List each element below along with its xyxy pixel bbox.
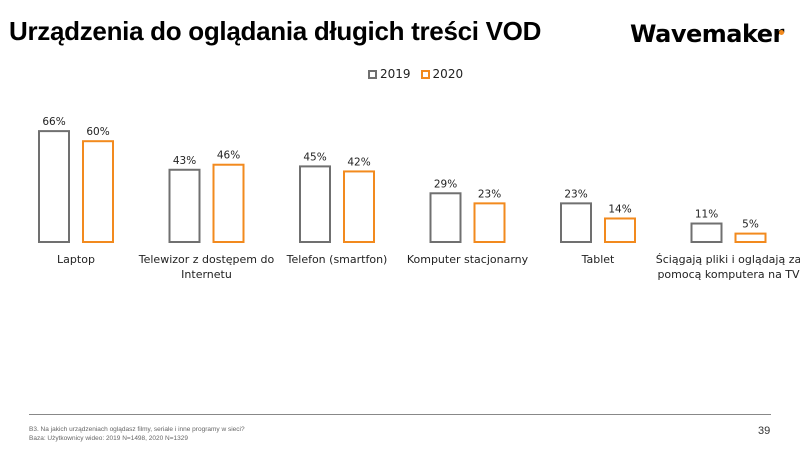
legend-item-2019: 2019 <box>368 67 411 81</box>
legend-label-2020: 2020 <box>432 67 464 81</box>
footnote-base: Baza: Użytkownicy wideo: 2019 N=1498, 20… <box>29 435 188 442</box>
data-label-2019-5: 11% <box>695 209 718 221</box>
wavemaker-logo: Wavemaker <box>630 20 784 48</box>
data-label-2019-0: 66% <box>42 116 65 128</box>
data-label-2020-0: 60% <box>86 126 109 138</box>
data-label-2020-1: 46% <box>217 150 240 162</box>
legend-item-2020: 2020 <box>420 67 464 81</box>
category-label-5: Ściągają pliki i oglądają za <box>656 253 800 266</box>
bar-2020-4 <box>604 217 636 243</box>
chart-legend: 2019 2020 <box>368 67 469 81</box>
bar-2020-1 <box>212 163 245 243</box>
bar-2019-4 <box>560 202 592 243</box>
bar-2019-0 <box>38 130 70 243</box>
bar-2020-2 <box>343 170 375 243</box>
footer-divider <box>29 414 771 415</box>
category-label-5: pomocą komputera na TV <box>657 268 800 281</box>
page-number: 39 <box>758 425 771 437</box>
legend-swatch-2019-icon <box>368 69 377 79</box>
data-label-2020-2: 42% <box>347 156 370 168</box>
data-label-2019-4: 23% <box>564 188 587 200</box>
legend-label-2019: 2019 <box>380 67 411 81</box>
data-label-2019-3: 29% <box>434 178 457 190</box>
footnote: B3. Na jakich urządzeniach oglądasz film… <box>29 425 245 443</box>
bar-2020-3 <box>473 202 506 243</box>
legend-swatch-2020-icon <box>420 69 430 79</box>
bar-2019-2 <box>299 165 331 243</box>
data-label-2020-3: 23% <box>478 188 501 200</box>
category-label-0: Laptop <box>57 253 95 266</box>
bar-2019-5 <box>690 222 723 244</box>
category-label-3: Komputer stacjonarny <box>407 253 529 266</box>
bar-2020-0 <box>82 140 114 243</box>
category-label-1: Internetu <box>181 268 232 281</box>
bar-2020-5 <box>734 232 767 244</box>
category-label-1: Telewizor z dostępem do <box>138 253 275 266</box>
data-label-2020-4: 14% <box>608 203 631 215</box>
data-label-2019-1: 43% <box>173 155 196 167</box>
bar-2019-3 <box>429 192 462 243</box>
logo-dot-icon <box>779 30 784 35</box>
data-label-2020-5: 5% <box>742 219 759 231</box>
category-label-2: Telefon (smartfon) <box>286 253 388 266</box>
footnote-question: B3. Na jakich urządzeniach oglądasz film… <box>29 426 245 433</box>
data-label-2019-2: 45% <box>303 151 326 163</box>
category-label-4: Tablet <box>581 253 615 266</box>
page-title: Urządzenia do oglądania długich treści V… <box>9 16 542 46</box>
bar-2019-1 <box>168 168 201 243</box>
